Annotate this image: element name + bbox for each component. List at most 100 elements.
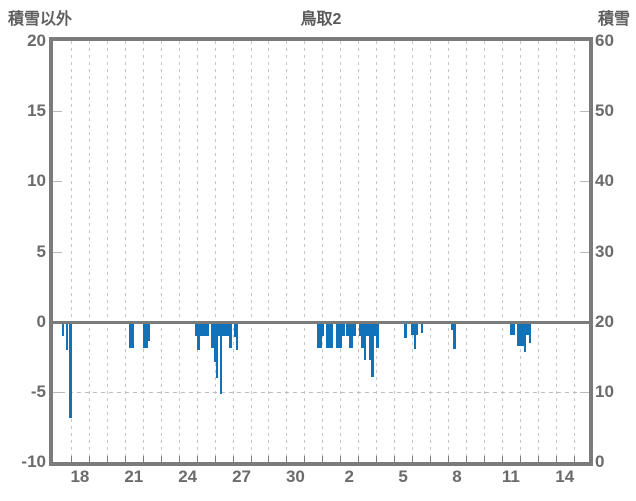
x-axis-tick-label: 2 xyxy=(344,467,355,486)
left-axis-tick-label: 5 xyxy=(36,241,46,261)
bar xyxy=(129,321,134,349)
bar xyxy=(509,321,515,335)
bar xyxy=(215,321,218,378)
x-axis-tick-mark xyxy=(196,456,198,462)
left-axis-title: 積雪以外 xyxy=(8,11,73,28)
right-axis-tick-mark xyxy=(580,181,589,183)
day-gridline xyxy=(142,41,144,462)
x-axis-tick-mark xyxy=(124,456,126,462)
day-gridline xyxy=(376,41,378,462)
day-gridline xyxy=(196,41,198,462)
x-axis-tick-mark xyxy=(483,456,485,462)
day-gridline xyxy=(501,41,503,462)
bar xyxy=(335,321,343,349)
left-axis-tick-label: 0 xyxy=(36,311,46,331)
x-axis-tick-mark xyxy=(322,456,324,462)
x-axis-tick-mark xyxy=(268,456,270,462)
bar xyxy=(523,321,527,352)
left-axis-tick-mark xyxy=(53,181,62,183)
x-axis-tick-label: 11 xyxy=(501,467,520,486)
x-axis-tick-label: 21 xyxy=(124,467,144,486)
minus5-gridline xyxy=(53,391,589,393)
x-axis-tick-label: 24 xyxy=(178,467,198,486)
left-axis-tick-label: 10 xyxy=(27,171,46,191)
bar xyxy=(142,321,148,349)
bar xyxy=(453,321,456,350)
bar xyxy=(348,321,354,349)
right-axis-tick-label: 0 xyxy=(595,452,605,471)
bar xyxy=(404,321,407,338)
plot-area xyxy=(53,41,589,462)
day-gridline xyxy=(430,41,432,462)
left-axis-tick-mark xyxy=(53,111,62,113)
right-axis-tick-mark xyxy=(580,111,589,113)
day-gridline xyxy=(412,41,414,462)
bar xyxy=(65,321,69,350)
x-axis-tick-label: 30 xyxy=(285,467,305,486)
x-axis-tick-mark xyxy=(412,456,414,462)
right-axis-tick-label: 20 xyxy=(595,311,614,331)
x-axis-tick-mark xyxy=(214,456,216,462)
day-gridline xyxy=(322,41,324,462)
day-gridline xyxy=(268,41,270,462)
x-axis-tick-mark xyxy=(376,456,378,462)
x-axis-tick-label: 18 xyxy=(70,467,90,486)
bar xyxy=(321,321,324,336)
x-axis-tick-mark xyxy=(142,456,144,462)
bar xyxy=(368,321,372,361)
day-gridline xyxy=(304,41,306,462)
zero-line xyxy=(53,320,589,324)
bar xyxy=(364,321,367,361)
day-gridline xyxy=(555,41,557,462)
x-axis-tick-mark xyxy=(304,456,306,462)
day-gridline xyxy=(106,41,108,462)
x-axis-tick-mark xyxy=(519,456,521,462)
day-gridline xyxy=(519,41,521,462)
x-axis-tick-mark xyxy=(430,456,432,462)
day-gridline xyxy=(160,41,162,462)
x-axis-tick-label: 5 xyxy=(398,467,408,486)
bar xyxy=(342,321,345,336)
bar xyxy=(229,321,232,349)
x-axis-tick-label: 8 xyxy=(452,467,462,486)
bar xyxy=(361,321,367,349)
left-axis-tick-mark xyxy=(53,251,62,253)
day-gridline xyxy=(286,41,288,462)
day-gridline xyxy=(178,41,180,462)
bar xyxy=(371,321,374,378)
day-gridline xyxy=(358,41,360,462)
x-axis-tick-mark xyxy=(555,456,557,462)
x-axis-tick-mark xyxy=(394,456,396,462)
bar xyxy=(413,321,416,350)
x-axis-tick-mark xyxy=(573,456,575,462)
x-axis-tick-mark xyxy=(358,456,360,462)
x-axis-tick-label: 14 xyxy=(555,467,575,486)
left-axis-tick-label: -5 xyxy=(30,381,46,401)
x-axis-tick-mark xyxy=(160,456,162,462)
right-axis-tick-label: 50 xyxy=(595,101,614,121)
x-axis-tick-mark xyxy=(465,456,467,462)
x-axis-tick-label: 27 xyxy=(232,467,251,486)
right-axis-tick-mark xyxy=(580,251,589,253)
bar xyxy=(451,321,454,331)
bar xyxy=(61,321,65,336)
left-axis-tick-label: 15 xyxy=(27,101,46,121)
bar xyxy=(235,321,239,350)
bar xyxy=(317,321,322,349)
right-axis-tick-label: 10 xyxy=(595,381,614,401)
x-axis-tick-mark xyxy=(178,456,180,462)
bar xyxy=(376,321,379,349)
right-axis-tick-label: 60 xyxy=(595,31,614,50)
x-axis-tick-mark xyxy=(88,456,90,462)
day-gridline xyxy=(448,41,450,462)
day-gridline xyxy=(250,41,252,462)
bar xyxy=(197,321,200,350)
day-gridline xyxy=(483,41,485,462)
x-axis-tick-mark xyxy=(501,456,503,462)
day-gridline xyxy=(232,41,234,462)
x-axis-tick-mark xyxy=(232,456,234,462)
bar xyxy=(326,321,334,349)
chart-title: 鳥取2 xyxy=(300,11,342,28)
right-axis-title: 積雪 xyxy=(597,11,630,28)
right-axis-tick-mark xyxy=(580,391,589,393)
